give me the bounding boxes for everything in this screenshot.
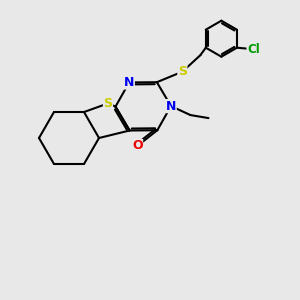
Text: N: N [166,100,176,112]
Text: S: S [178,65,187,78]
Text: O: O [132,140,142,152]
Text: S: S [103,97,112,110]
Text: Cl: Cl [247,43,260,56]
Text: N: N [124,76,134,89]
